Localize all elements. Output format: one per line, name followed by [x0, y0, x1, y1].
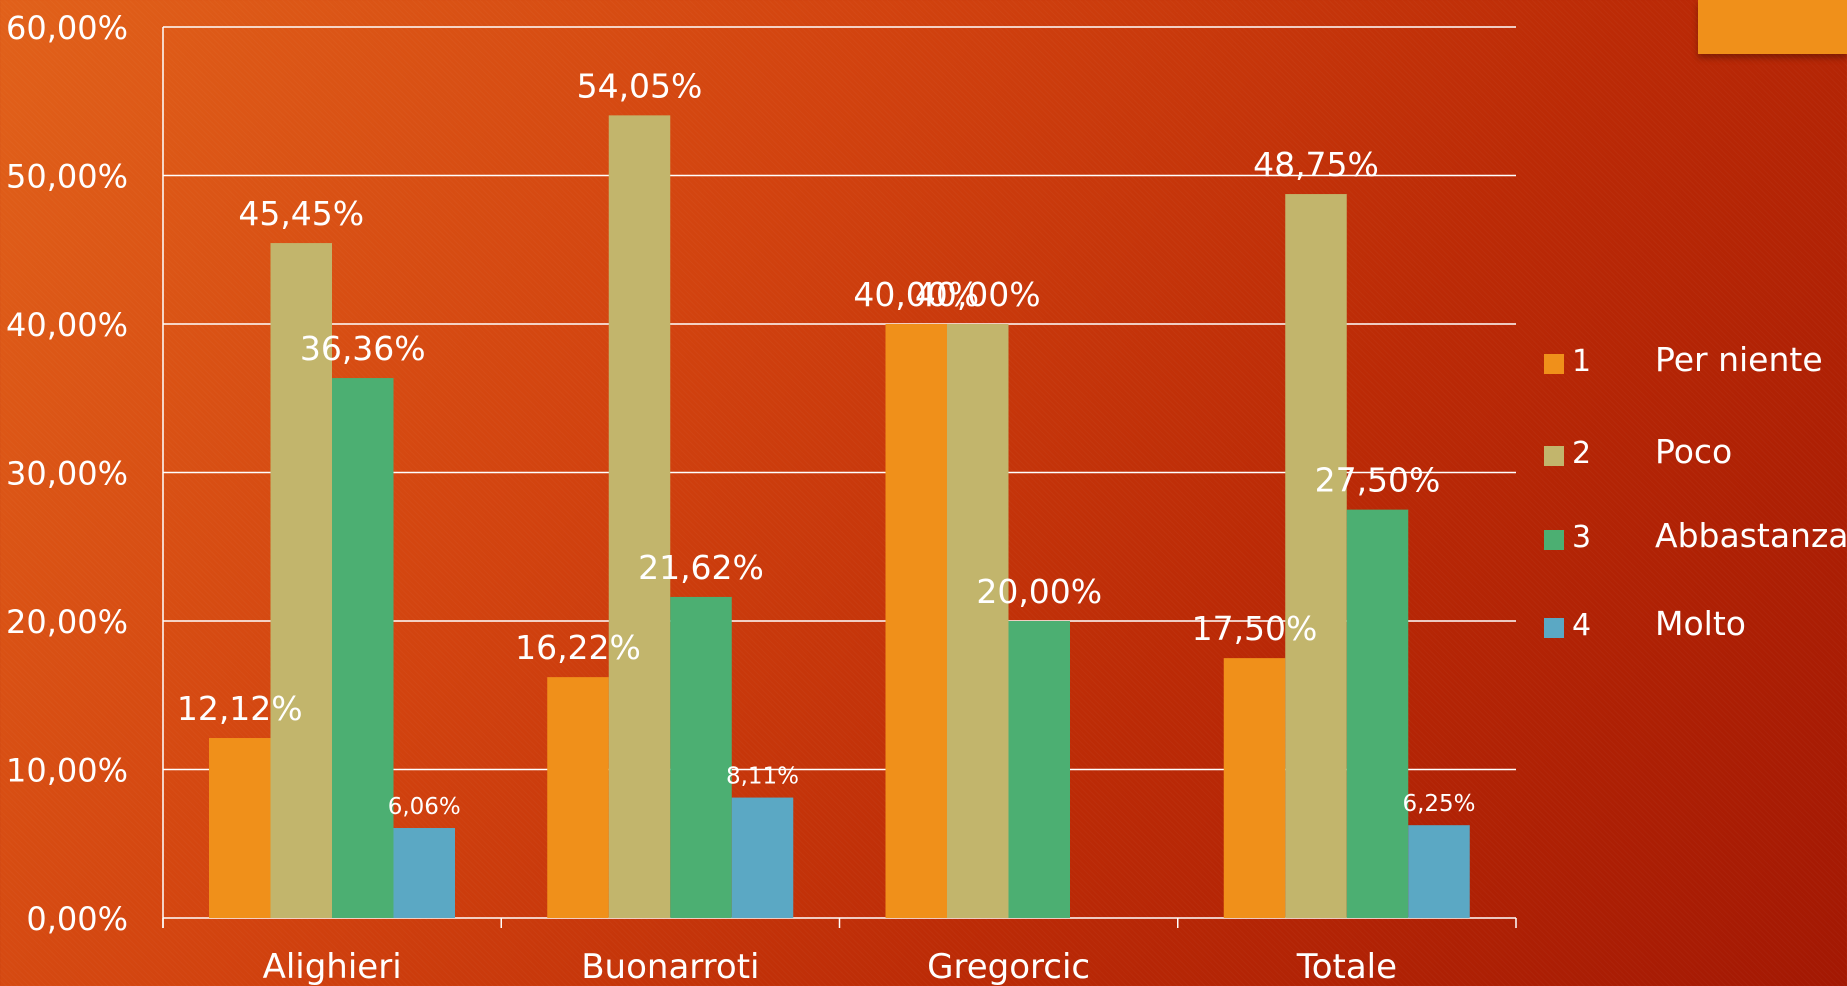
bar [332, 378, 394, 919]
corner-accent-shape [1698, 0, 1847, 54]
data-label: 45,45% [238, 194, 364, 233]
data-label: 6,25% [1402, 791, 1475, 817]
x-category-label: Totale [1296, 947, 1397, 986]
bar [1223, 658, 1286, 918]
y-tick-label: 60,00% [6, 9, 128, 47]
bar [1408, 825, 1470, 918]
data-label: 8,11% [726, 764, 799, 790]
bars [209, 115, 1470, 919]
bar [885, 324, 947, 918]
data-label: 40,00% [853, 275, 979, 314]
x-category-label: Alighieri [263, 947, 402, 986]
bar [1008, 621, 1070, 918]
bar [1285, 194, 1347, 918]
x-category-label: Gregorcic [927, 947, 1090, 986]
legend-series-number: 1 [1572, 344, 1592, 379]
legend: 1 Per niente 2 Poco 3 Abbastanza 4 Molto [1540, 338, 1847, 658]
data-label: 17,50% [1192, 609, 1318, 648]
legend-item-2: 2 Poco [1540, 430, 1847, 471]
x-category-label: Buonarroti [581, 947, 759, 986]
legend-item-3: 3 Abbastanza [1540, 514, 1847, 555]
data-label: 20,00% [976, 572, 1102, 611]
bar [393, 828, 455, 918]
data-labels: 12,12% 16,22% 40,00% 17,50% 45,45% 54,05% 40,0… [177, 66, 1476, 820]
legend-swatch-1 [1544, 354, 1564, 374]
legend-series-label: Per niente [1655, 340, 1823, 379]
data-label: 16,22% [515, 628, 641, 667]
legend-series-label: Molto [1655, 604, 1746, 643]
bar [731, 797, 794, 918]
data-label: 54,05% [577, 66, 703, 105]
bar [670, 596, 732, 918]
legend-series-label: Abbastanza [1655, 516, 1847, 555]
legend-series-number: 4 [1572, 608, 1592, 643]
legend-swatch-2 [1544, 446, 1564, 466]
data-label: 27,50% [1315, 461, 1441, 500]
y-tick-label: 0,00% [26, 900, 128, 938]
legend-item-4: 4 Molto [1540, 602, 1847, 643]
y-tick-label: 20,00% [6, 603, 128, 641]
data-label: 40,00% [915, 275, 1041, 314]
bar [209, 738, 271, 918]
legend-series-number: 3 [1572, 520, 1592, 555]
legend-item-1: 1 Per niente [1540, 338, 1847, 379]
bar [547, 677, 609, 918]
bar [947, 324, 1009, 918]
y-tick-label: 40,00% [6, 306, 128, 344]
y-tick-label: 30,00% [6, 455, 128, 493]
data-label: 12,12% [177, 689, 303, 728]
legend-series-label: Poco [1655, 432, 1733, 471]
axes: 0,00% 10,00% 20,00% 30,00% 40,00% 50,00% 60,00… [6, 9, 1517, 986]
data-label: 6,06% [388, 794, 461, 820]
bar [270, 243, 332, 918]
bar [1346, 509, 1409, 918]
legend-series-number: 2 [1572, 436, 1592, 471]
legend-swatch-4 [1544, 618, 1564, 638]
data-label: 21,62% [638, 548, 764, 587]
y-tick-label: 10,00% [6, 752, 128, 790]
legend-swatch-3 [1544, 530, 1564, 550]
data-label: 36,36% [300, 329, 426, 368]
data-label: 48,75% [1253, 145, 1379, 184]
bar [608, 115, 671, 919]
y-tick-label: 50,00% [6, 158, 128, 196]
